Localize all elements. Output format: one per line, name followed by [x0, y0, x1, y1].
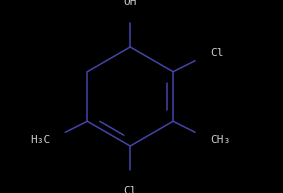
Text: CH₃: CH₃	[210, 135, 230, 145]
Text: Cl: Cl	[123, 186, 137, 193]
Text: H₃C: H₃C	[30, 135, 50, 145]
Text: Cl: Cl	[210, 48, 223, 58]
Text: OH: OH	[123, 0, 137, 7]
